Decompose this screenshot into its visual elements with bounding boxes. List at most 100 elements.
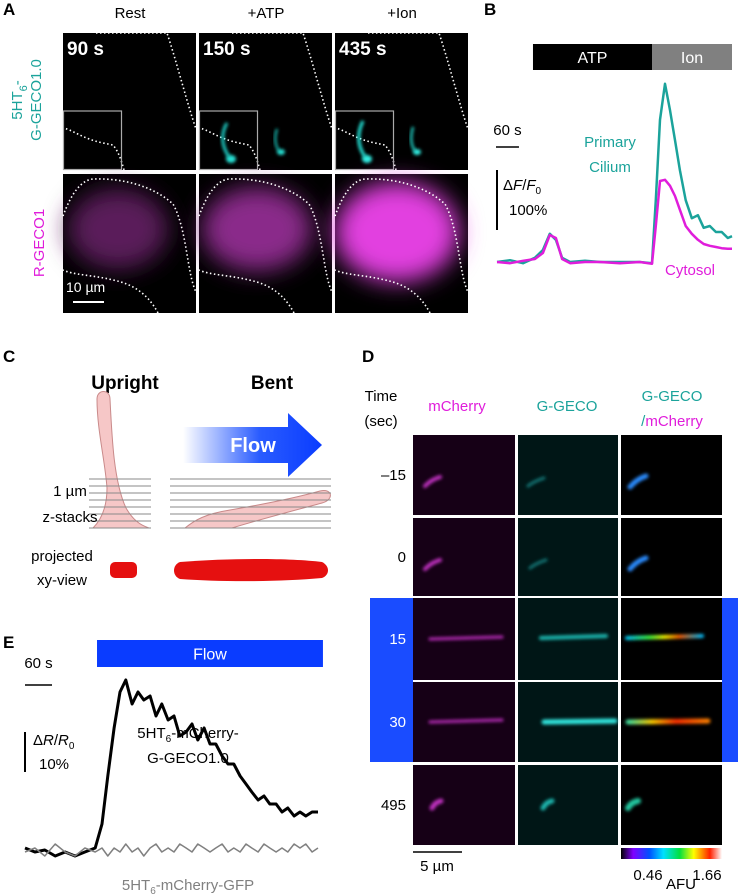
text-run: / [641,413,646,430]
cytosol-signal [68,189,168,269]
column-header: G-GECO [537,398,598,415]
time-label: 0 [398,549,406,566]
image-column [518,435,618,845]
series-label: G-GECO1.0 [147,750,229,767]
text-run: -mCherry- [171,725,239,742]
period-label: ATP [578,50,608,67]
time-header: (sec) [364,413,397,430]
separator [413,596,722,598]
stack-label: 1 µm [53,483,87,500]
cilium-upright [91,391,150,529]
column-header: /mCherry [641,413,703,430]
projection-upright [110,562,137,578]
cilium [627,555,649,572]
trace [24,843,319,857]
cytosol-signal [202,187,312,271]
cilium [540,798,555,811]
cilium-bent [183,490,331,529]
condition-label: Upright [91,373,159,394]
cilium [541,718,618,725]
period-label: Flow [193,647,227,664]
text-run: 5HT [9,91,26,119]
text-run: 6 [150,886,156,895]
cilium [539,634,608,640]
text-run: - [9,80,26,85]
scale-bar-label: 60 s [24,655,52,672]
row-label-line: 5HT6- [9,80,30,119]
scale-bar-axis-label: ΔF/F0 [503,177,542,197]
cilium [274,128,280,152]
text-run: 5HT [122,877,150,894]
micrograph [334,174,469,314]
series-label: Primary Cilium [584,134,636,176]
panel-label: D [362,347,374,366]
cilium [277,149,285,155]
row-label-line: R-GECO1 [31,209,48,277]
panel-label: B [484,0,496,19]
cilium [413,149,421,155]
cilium [627,473,649,490]
panel-d: D Time (sec) mCherry G-GECO G-GECO /mChe… [362,347,738,893]
z-stack-lines [89,478,331,529]
micrograph: 10 µm [62,174,197,314]
colorbar [621,848,722,859]
condition-label: Bent [251,373,294,394]
row-label: 5HT6- G-GECO1.0 [9,59,45,141]
row-label: R-GECO1 [31,209,48,277]
text-run: 6 [166,734,172,745]
text-run: 0 [69,741,75,752]
time-label: 495 [381,797,406,814]
image-background [63,33,196,170]
series-label: 5HT6-mCherry- [137,725,238,745]
scale-bar-axis-label: ΔR/R0 [33,732,75,752]
separator [413,762,722,765]
projection-label: xy-view [37,572,87,589]
scale-bar-label: 10 µm [66,279,105,295]
text-run: 5HT [137,725,165,742]
period-bar [652,44,732,70]
subscript: 6 [18,85,30,91]
panel-c: C Upright Bent Flow 1 µm z-stacks projec… [3,347,331,589]
column-header: Rest [115,5,147,22]
flow-label: Flow [230,435,276,457]
text-run: R [43,732,54,749]
separator [515,435,518,845]
text-run: / [522,177,527,194]
image-background [199,33,332,170]
series-label: 5HT6-mCherry-GFP [122,877,254,895]
cilium [429,798,444,811]
inset-box [334,110,395,171]
text-run: Δ [33,732,43,749]
text-run: R [58,732,69,749]
cilium [226,155,236,163]
cilium [526,476,546,488]
text-run: / [54,732,59,749]
micrograph: 90 s [62,32,197,171]
colorbar-max: 1.66 [692,867,721,884]
separator [413,680,722,682]
stack-label: z-stacks [42,509,97,526]
scale-bar-label: 10% [39,756,69,773]
time-label: 15 [389,631,406,648]
cilium [423,558,442,571]
micrograph: 435 s [334,32,469,171]
colorbar-min: 0.46 [633,867,662,884]
text-run: -mCherry-GFP [156,877,254,894]
cilium [428,718,504,724]
cytosol-signal [335,182,459,282]
period-bar [97,640,323,667]
column-header: +ATP [248,5,285,22]
panel-label: E [3,633,14,652]
flow-arrow [183,413,322,477]
trace [24,678,318,858]
cilium [423,475,442,488]
trace [496,178,732,266]
cilium [625,634,704,640]
cilium [221,122,231,158]
flow-band [370,598,413,762]
projection-label: projected [31,548,93,565]
